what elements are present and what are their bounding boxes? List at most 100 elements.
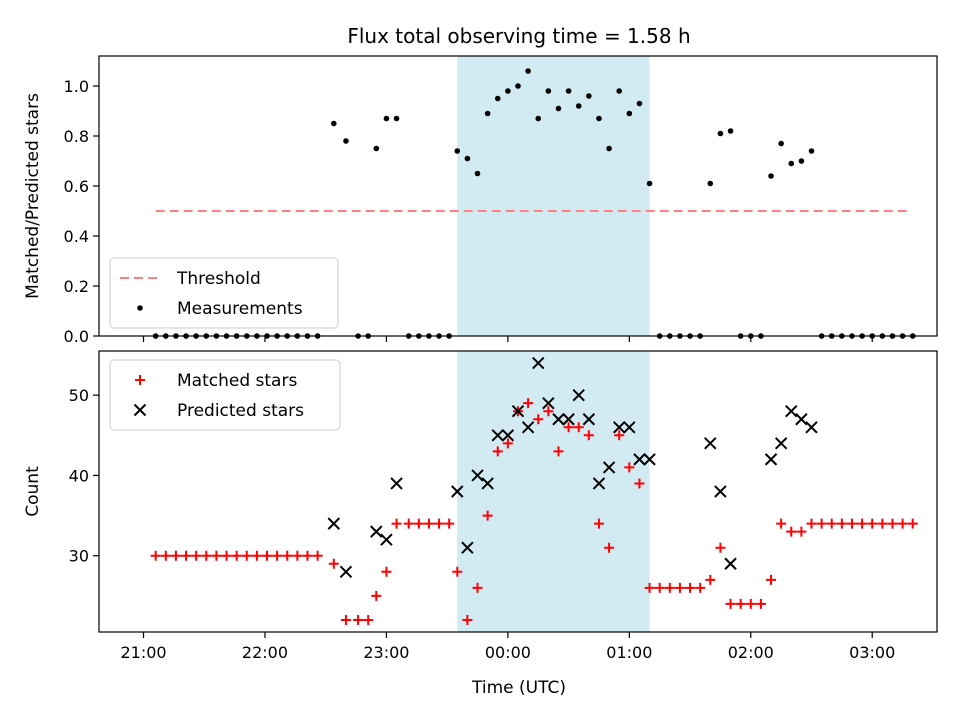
data-point	[654, 582, 665, 593]
data-point	[614, 430, 625, 441]
data-point	[328, 558, 339, 569]
data-point	[340, 614, 351, 625]
data-point	[515, 83, 521, 89]
data-point	[241, 550, 252, 561]
data-point	[707, 180, 714, 187]
data-point	[776, 518, 787, 529]
data-point	[312, 550, 323, 561]
data-point	[380, 533, 393, 546]
legend-label: Measurements	[177, 299, 303, 319]
data-point	[444, 518, 455, 529]
data-point	[572, 388, 585, 402]
series-matched-stars	[150, 398, 918, 625]
data-point	[373, 145, 380, 152]
data-point	[745, 598, 756, 609]
data-point	[160, 550, 171, 561]
x-tick-label: 23:00	[363, 643, 409, 662]
data-point	[774, 437, 788, 450]
data-point	[562, 413, 575, 426]
data-point	[292, 550, 303, 561]
data-point	[806, 518, 817, 529]
data-point	[181, 550, 192, 561]
data-point	[211, 550, 222, 561]
count-panel: 30 40 50 21:00 22:00 23:00 00:00 01:00 02:00 03:0…	[23, 350, 938, 662]
data-point	[532, 356, 545, 370]
data-point	[543, 406, 554, 417]
data-point	[343, 138, 349, 144]
data-point	[272, 550, 283, 561]
ratio-panel: 0.0 0.2 0.4 0.6 0.8 1.0 Matched/Predicted star…	[23, 55, 938, 346]
data-point	[282, 550, 293, 561]
data-point	[390, 477, 403, 490]
data-point	[552, 413, 565, 426]
data-point	[481, 477, 494, 490]
x-axis-label: Time (UTC)	[471, 678, 566, 698]
data-point	[768, 173, 774, 179]
data-point	[573, 422, 584, 433]
data-point	[474, 170, 481, 177]
data-point	[150, 550, 161, 561]
data-point	[403, 518, 414, 529]
data-point	[717, 130, 724, 137]
data-point	[816, 518, 827, 529]
data-point	[907, 518, 918, 529]
data-point	[339, 565, 353, 578]
y-tick-label: 30	[69, 547, 89, 566]
data-point	[604, 542, 615, 553]
data-point	[484, 110, 491, 117]
data-point	[836, 518, 847, 529]
y-tick-label: 0.0	[64, 327, 89, 346]
data-point	[170, 550, 181, 561]
data-point	[795, 413, 808, 426]
data-point	[533, 414, 544, 425]
data-point	[502, 438, 513, 449]
data-point	[370, 525, 383, 538]
data-point	[623, 421, 636, 434]
data-point	[464, 155, 471, 162]
data-point	[685, 582, 696, 593]
data-point	[714, 485, 727, 498]
data-point	[391, 518, 402, 529]
legend-marker	[133, 403, 147, 417]
data-point	[616, 88, 623, 94]
data-point	[724, 557, 737, 570]
data-point	[582, 413, 596, 426]
data-point	[452, 566, 463, 577]
data-point	[353, 614, 364, 625]
y-tick-label: 0.6	[64, 177, 89, 196]
data-point	[492, 446, 503, 457]
data-point	[525, 68, 531, 74]
data-point	[798, 158, 805, 164]
data-point	[363, 614, 374, 625]
data-point	[413, 518, 424, 529]
data-point	[735, 598, 746, 609]
data-point	[555, 105, 562, 112]
data-point	[583, 430, 594, 441]
data-point	[788, 160, 795, 167]
legend-box	[109, 257, 339, 329]
data-point	[586, 93, 592, 99]
data-point	[472, 582, 483, 593]
data-point	[521, 421, 535, 434]
data-point	[454, 148, 461, 154]
legend-label: Matched stars	[177, 371, 297, 391]
data-point	[494, 95, 501, 102]
data-point	[262, 550, 273, 561]
data-point	[505, 88, 511, 94]
data-point	[327, 517, 341, 530]
data-point	[423, 518, 434, 529]
data-point	[251, 550, 262, 561]
data-point	[634, 478, 645, 489]
data-point	[462, 614, 473, 625]
y-tick-label: 50	[69, 386, 89, 405]
data-point	[331, 120, 337, 127]
data-point	[664, 582, 675, 593]
legend: Threshold Measurements	[109, 257, 339, 329]
data-point	[725, 598, 736, 609]
legend-marker	[137, 305, 143, 311]
y-axis-label: Count	[23, 466, 43, 517]
y-tick-label: 1.0	[64, 77, 89, 96]
data-point	[231, 550, 242, 561]
data-point	[491, 429, 504, 442]
data-point	[535, 115, 542, 122]
